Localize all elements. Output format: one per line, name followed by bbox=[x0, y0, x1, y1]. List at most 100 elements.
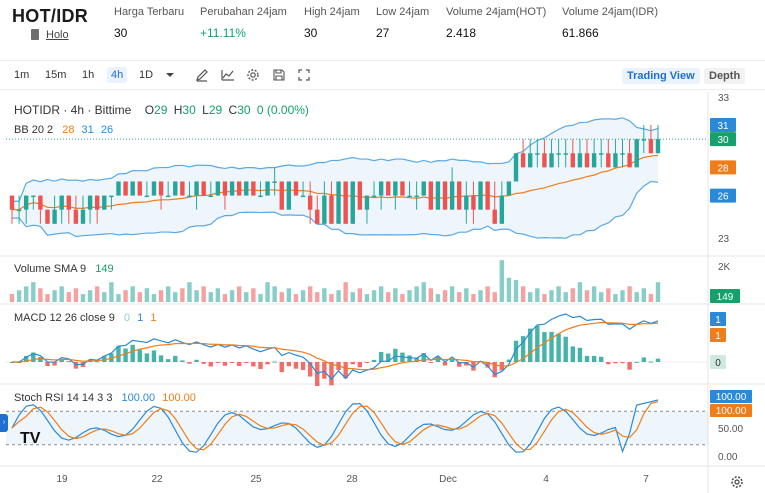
candle-body[interactable] bbox=[641, 139, 647, 141]
candle-body[interactable] bbox=[87, 195, 93, 210]
candle-body[interactable] bbox=[577, 153, 583, 168]
stoch-legend[interactable]: Stoch RSI 14 14 3 3 100.00 100.00 bbox=[14, 392, 196, 404]
candle-body[interactable] bbox=[485, 181, 490, 210]
candle-body[interactable] bbox=[655, 139, 661, 154]
candle-body[interactable] bbox=[357, 181, 363, 210]
candle-body[interactable] bbox=[535, 153, 540, 155]
candle-body[interactable] bbox=[293, 181, 299, 196]
candle-body[interactable] bbox=[165, 195, 171, 198]
candle-body[interactable] bbox=[471, 195, 476, 210]
candle-body[interactable] bbox=[45, 209, 50, 224]
candle-body[interactable] bbox=[307, 195, 313, 210]
candle-body[interactable] bbox=[478, 181, 483, 210]
candle-body[interactable] bbox=[343, 181, 348, 224]
candle-body[interactable] bbox=[59, 195, 64, 210]
candle-body[interactable] bbox=[599, 153, 604, 155]
candle-body[interactable] bbox=[194, 181, 199, 196]
candle-body[interactable] bbox=[449, 181, 455, 210]
candle-body[interactable] bbox=[151, 181, 157, 196]
bb-legend[interactable]: BB 20 2 28 31 26 bbox=[14, 124, 113, 136]
indicator-icon[interactable] bbox=[221, 68, 235, 82]
candle-body[interactable] bbox=[236, 181, 242, 196]
candle-body[interactable] bbox=[549, 153, 554, 168]
candle-body[interactable] bbox=[116, 181, 121, 196]
candle-body[interactable] bbox=[378, 181, 384, 196]
candle-body[interactable] bbox=[542, 153, 547, 168]
candle-body[interactable] bbox=[393, 181, 398, 196]
candle-body[interactable] bbox=[613, 153, 618, 168]
candle-body[interactable] bbox=[400, 181, 405, 196]
candle-body[interactable] bbox=[137, 181, 142, 196]
candle-body[interactable] bbox=[584, 153, 590, 168]
timeframe-1d[interactable]: 1D bbox=[139, 69, 154, 81]
candle-body[interactable] bbox=[300, 195, 306, 198]
candle-body[interactable] bbox=[634, 139, 639, 168]
candle-body[interactable] bbox=[23, 195, 29, 210]
macd-legend[interactable]: MACD 12 26 close 9 0 1 1 bbox=[14, 312, 156, 324]
candle-body[interactable] bbox=[506, 181, 512, 196]
candle-body[interactable] bbox=[606, 153, 611, 168]
candle-body[interactable] bbox=[336, 181, 341, 224]
dropdown-icon[interactable] bbox=[163, 68, 177, 82]
candle-body[interactable] bbox=[407, 195, 412, 198]
candle-body[interactable] bbox=[272, 181, 277, 183]
candle-body[interactable] bbox=[73, 209, 79, 224]
candle-body[interactable] bbox=[201, 181, 206, 196]
candle-body[interactable] bbox=[648, 139, 654, 154]
candle-body[interactable] bbox=[109, 195, 114, 198]
volume-legend[interactable]: Volume SMA 9 149 bbox=[14, 263, 114, 275]
candle-body[interactable] bbox=[173, 181, 178, 196]
candle-body[interactable] bbox=[492, 209, 497, 224]
candle-body[interactable] bbox=[350, 181, 355, 224]
candle-body[interactable] bbox=[52, 209, 57, 224]
candle-body[interactable] bbox=[222, 181, 228, 196]
candle-body[interactable] bbox=[158, 181, 164, 196]
candle-body[interactable] bbox=[208, 195, 213, 198]
chart-canvas[interactable]: 3323313028262K14911050.000.00100.00100.0… bbox=[0, 92, 765, 493]
candle-body[interactable] bbox=[428, 181, 434, 210]
expand-sidebar-tab[interactable]: › bbox=[0, 414, 8, 432]
save-icon[interactable] bbox=[272, 68, 286, 82]
candle-body[interactable] bbox=[144, 195, 150, 198]
candle-body[interactable] bbox=[80, 209, 86, 224]
candle-body[interactable] bbox=[215, 181, 221, 196]
candle-body[interactable] bbox=[627, 153, 632, 168]
candle-body[interactable] bbox=[329, 195, 334, 224]
candle-body[interactable] bbox=[16, 209, 22, 212]
timeframe-1h[interactable]: 1h bbox=[82, 69, 95, 81]
candle-body[interactable] bbox=[435, 181, 441, 210]
candle-body[interactable] bbox=[31, 195, 36, 198]
candle-body[interactable] bbox=[123, 181, 128, 196]
trading-chart[interactable]: 33 23 31 30 28 26 2K 149 1 1 0 50.00 0.00 100.00 100.0… bbox=[0, 92, 765, 493]
fullscreen-icon[interactable] bbox=[297, 68, 311, 82]
candle-body[interactable] bbox=[457, 181, 462, 210]
candle-body[interactable] bbox=[130, 181, 135, 196]
candle-body[interactable] bbox=[322, 195, 327, 224]
candle-body[interactable] bbox=[464, 195, 469, 210]
candle-body[interactable] bbox=[94, 195, 100, 210]
candle-body[interactable] bbox=[414, 195, 419, 198]
draw-icon[interactable] bbox=[195, 68, 209, 82]
settings-icon[interactable] bbox=[246, 68, 260, 82]
chart-settings-icon[interactable] bbox=[730, 475, 744, 489]
trading-view-button[interactable]: Trading View bbox=[622, 68, 700, 84]
timeframe-1m[interactable]: 1m bbox=[14, 69, 30, 81]
candle-body[interactable] bbox=[620, 153, 625, 155]
candle-body[interactable] bbox=[286, 181, 292, 210]
candle-body[interactable] bbox=[66, 195, 71, 210]
candle-body[interactable] bbox=[229, 181, 235, 196]
candle-body[interactable] bbox=[315, 209, 320, 224]
candle-body[interactable] bbox=[520, 153, 526, 168]
candle-body[interactable] bbox=[258, 195, 263, 198]
candle-body[interactable] bbox=[38, 195, 43, 210]
candle-body[interactable] bbox=[102, 195, 107, 210]
candle-body[interactable] bbox=[187, 195, 192, 198]
candle-body[interactable] bbox=[244, 181, 249, 196]
candle-body[interactable] bbox=[570, 153, 576, 168]
candle-body[interactable] bbox=[528, 153, 533, 168]
candle-body[interactable] bbox=[371, 195, 377, 198]
candle-body[interactable] bbox=[364, 195, 370, 210]
candle-body[interactable] bbox=[251, 181, 256, 196]
candle-body[interactable] bbox=[386, 181, 391, 196]
candle-body[interactable] bbox=[279, 181, 284, 210]
